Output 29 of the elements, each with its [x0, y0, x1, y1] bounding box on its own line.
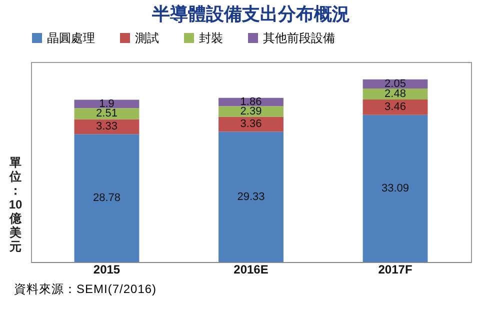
bar: [218, 132, 284, 262]
x-tick-label: 2015: [93, 262, 120, 276]
chart-title: 半導體設備支出分布概況: [151, 4, 350, 24]
data-label: 2.39: [240, 105, 262, 118]
data-label: 3.46: [384, 101, 406, 114]
x-tick-label: 2016E: [234, 262, 268, 276]
data-label: 29.33: [237, 190, 265, 203]
data-label: 2.05: [384, 78, 406, 90]
data-label: 28.78: [92, 192, 121, 204]
legend-label: 測試: [135, 31, 159, 45]
data-label: 3.33: [96, 120, 118, 133]
data-label: 2.48: [384, 88, 406, 100]
source-note: 資料來源：SEMI(7/2016): [14, 281, 158, 298]
legend-label: 其他前段設備: [263, 31, 335, 45]
data-label: 3.36: [240, 118, 262, 130]
y-axis-title: 單位：10億美元: [8, 156, 22, 254]
x-tick-label: 2017F: [378, 262, 412, 276]
bar: [74, 108, 140, 120]
bar: [362, 100, 428, 115]
data-label: 1.9: [99, 98, 114, 110]
legend-label: 封裝: [199, 31, 223, 45]
bar: [74, 100, 140, 108]
legend-label: 晶圓處理: [47, 31, 95, 45]
bar: [74, 134, 140, 262]
data-label: 2.51: [96, 108, 118, 120]
data-label: 33.09: [381, 182, 410, 194]
bar: [362, 114, 428, 262]
bar: [218, 116, 284, 132]
data-label: 1.86: [240, 96, 262, 108]
